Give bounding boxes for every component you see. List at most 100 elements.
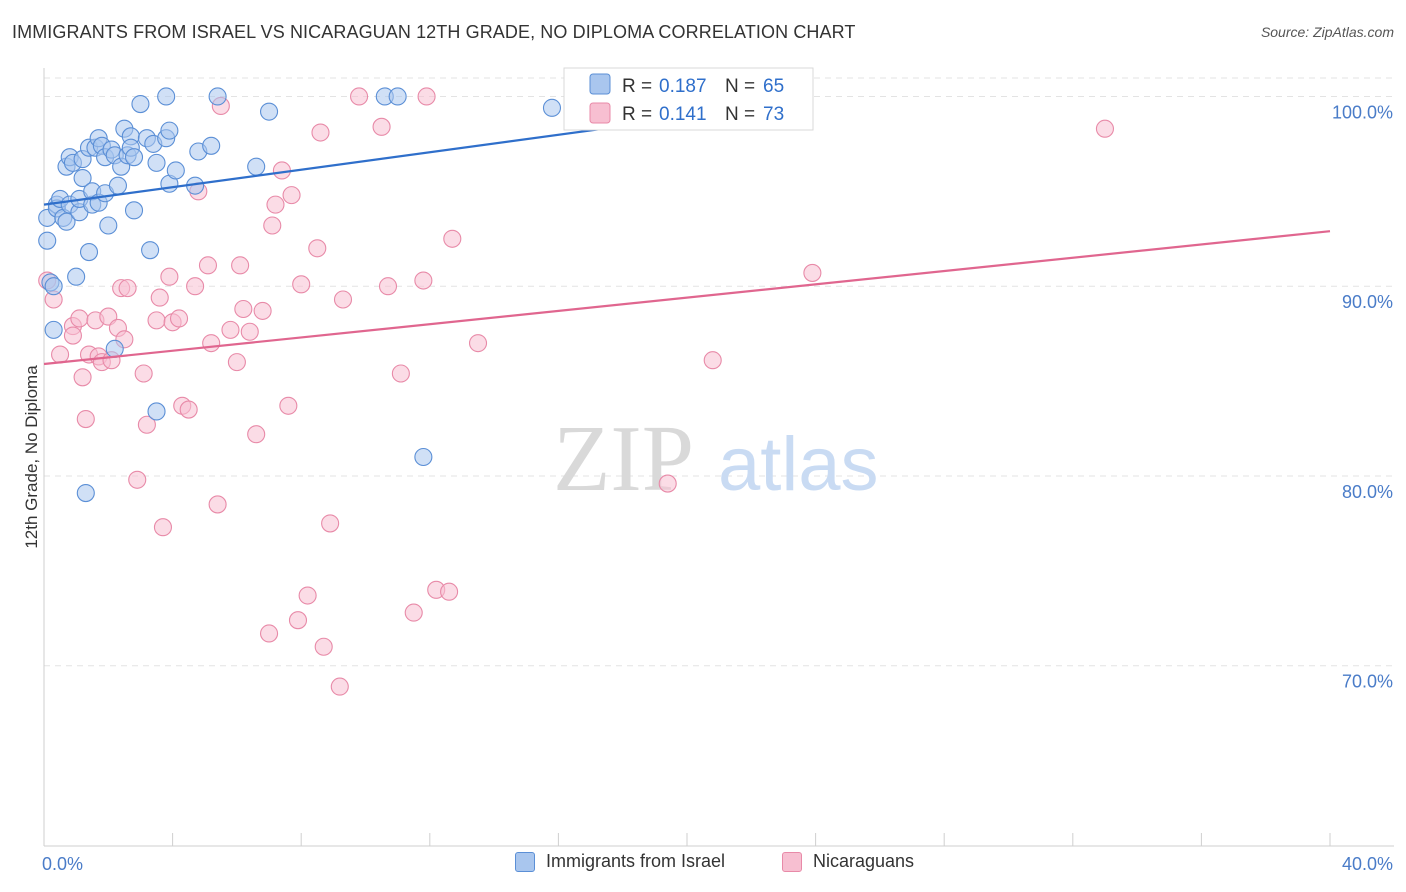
israel-point	[141, 241, 160, 260]
nicaraguans-point	[63, 326, 82, 345]
israel-point	[131, 95, 150, 114]
israel-point	[414, 447, 433, 467]
nicaraguans-point	[70, 309, 89, 328]
stats-legend-swatch-nicaraguans	[589, 102, 611, 124]
israel-point	[208, 87, 227, 106]
nicaraguans-point	[279, 396, 298, 415]
israel-point	[76, 484, 95, 503]
israel-point	[79, 243, 99, 262]
nicaraguans-point	[169, 309, 189, 328]
y-tick-label: 100.0%	[1332, 102, 1393, 122]
nicaraguans-point	[153, 518, 173, 537]
israel-point	[247, 157, 266, 176]
nicaraguans-point	[333, 290, 353, 309]
nicaraguans-point	[282, 186, 301, 205]
nicaraguans-point	[266, 195, 285, 214]
israel-point	[105, 339, 124, 358]
nicaraguans-point	[803, 263, 822, 282]
x-tick-label-max: 40.0%	[1342, 854, 1393, 874]
nicaraguans-point	[703, 351, 722, 370]
israel-point	[259, 102, 279, 121]
israel-point	[44, 277, 63, 296]
nicaraguans-point	[253, 301, 272, 320]
israel-trend-line	[43, 116, 688, 206]
y-tick-labels: 70.0% 80.0% 90.0% 100.0%	[1332, 102, 1393, 691]
nicaraguans-point	[298, 586, 317, 605]
nicaraguans-point	[417, 87, 436, 106]
axes	[43, 68, 1394, 847]
nicaraguans-point	[259, 624, 279, 643]
nicaraguans-point	[202, 334, 221, 353]
nicaraguans-point	[292, 275, 311, 294]
nicaraguans-point	[73, 368, 92, 387]
stats-n-label-israel: N =	[725, 76, 755, 97]
israel-point	[124, 148, 144, 167]
nicaraguans-point	[221, 320, 240, 339]
israel-point	[147, 402, 166, 421]
israel-point	[108, 176, 127, 195]
stats-r-value-israel: 0.187	[659, 76, 707, 97]
nicaraguans-point	[321, 514, 340, 533]
nicaraguans-point	[198, 256, 218, 275]
nicaraguans-point	[160, 267, 179, 286]
legend-item-israel[interactable]: Immigrants from Israel	[515, 851, 725, 872]
stats-r-value-nicaraguans: 0.141	[659, 104, 707, 125]
nicaraguans-point	[179, 400, 198, 419]
israel-point	[67, 267, 86, 286]
nicaraguans-point	[128, 470, 147, 489]
nicaraguans-point	[414, 271, 433, 290]
nicaraguans-point	[468, 334, 488, 353]
nicaraguans-point	[51, 345, 70, 364]
nicaraguans-point	[404, 603, 423, 622]
israel-point	[73, 169, 92, 188]
israel-point	[124, 201, 144, 220]
y-axis-label: 12th Grade, No Diploma	[22, 365, 41, 549]
watermark-atlas: atlas	[718, 422, 879, 507]
y-tick-label: 90.0%	[1342, 292, 1393, 312]
nicaraguans-point	[288, 611, 308, 630]
israel-point	[388, 87, 407, 106]
stats-legend: R = 0.187 N = 65 R = 0.141 N = 73	[563, 67, 814, 131]
nicaraguans-point	[247, 425, 266, 444]
nicaraguans-point	[330, 677, 349, 696]
nicaraguans-point	[208, 495, 227, 514]
stats-n-value-israel: 65	[763, 76, 784, 97]
israel-point	[99, 216, 118, 235]
israel-point	[147, 153, 166, 172]
nicaraguans-point	[240, 322, 259, 341]
nicaraguans-point	[234, 299, 253, 319]
watermark: ZIP atlas	[553, 407, 879, 511]
legend-swatch-nicaraguans	[782, 851, 802, 872]
gridlines	[44, 77, 1394, 667]
israel-point	[157, 87, 176, 106]
nicaraguans-point	[440, 582, 459, 601]
nicaraguans-point	[227, 353, 246, 372]
legend-swatch-israel	[515, 851, 535, 872]
legend-item-nicaraguans[interactable]: Nicaraguans	[782, 851, 914, 872]
stats-n-label-nicaraguans: N =	[725, 104, 755, 125]
nicaraguans-point	[1095, 119, 1114, 138]
nicaraguans-point	[118, 279, 137, 298]
nicaraguans-point	[372, 117, 391, 136]
nicaraguans-point	[134, 364, 153, 383]
nicaraguans-point	[137, 415, 156, 434]
stats-r-label-israel: R =	[622, 76, 652, 97]
nicaraguans-point	[147, 311, 166, 330]
nicaraguans-point	[443, 229, 462, 248]
nicaraguans-point	[311, 123, 330, 142]
nicaraguans-point	[314, 637, 333, 656]
watermark-zip: ZIP	[553, 407, 694, 511]
stats-r-label-nicaraguans: R =	[622, 104, 652, 125]
nicaraguans-point	[76, 409, 95, 429]
stats-n-value-nicaraguans: 73	[763, 104, 784, 125]
stats-legend-swatch-israel	[589, 73, 611, 95]
legend-label-nicaraguans: Nicaraguans	[813, 851, 915, 871]
nicaraguans-point	[350, 87, 369, 106]
nicaraguans-point	[391, 364, 410, 383]
nicaraguans-point	[186, 277, 205, 296]
series-legend: Immigrants from Israel Nicaraguans	[0, 851, 1406, 879]
nicaraguans-point	[150, 288, 169, 307]
x-tick-label-min: 0.0%	[42, 854, 83, 874]
y-tick-label: 70.0%	[1342, 672, 1393, 692]
